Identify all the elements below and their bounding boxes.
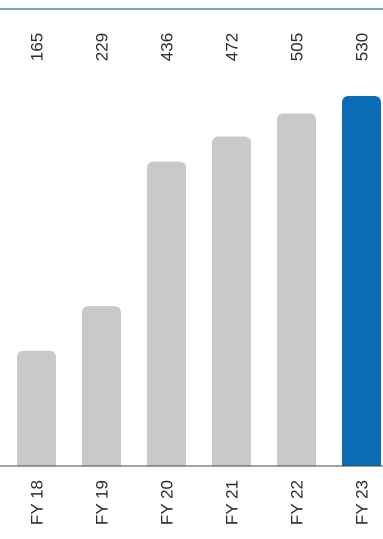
category-label: FY 23 <box>353 480 372 525</box>
bar-fy-23 <box>342 96 381 466</box>
category-label: FY 22 <box>288 480 307 525</box>
value-label: 229 <box>93 33 112 61</box>
value-label: 530 <box>353 33 372 61</box>
value-label: 472 <box>223 33 242 61</box>
value-label: 505 <box>288 33 307 61</box>
category-label: FY 21 <box>223 480 242 525</box>
category-labels-layer: FY 18 FY 19 FY 20 FY 21 FY 22 FY 23 <box>28 480 372 525</box>
bar-fy-22 <box>277 113 316 467</box>
bar-fy-19 <box>82 306 121 466</box>
category-label: FY 18 <box>28 480 47 525</box>
category-label: FY 19 <box>93 480 112 525</box>
value-label: 165 <box>28 33 47 61</box>
category-label: FY 20 <box>158 480 177 525</box>
bar-fy-18 <box>17 350 56 466</box>
bars-layer <box>17 96 381 467</box>
bar-fy-21 <box>212 136 251 466</box>
value-label: 436 <box>158 33 177 61</box>
value-labels-layer: 165 229 436 472 505 530 <box>28 33 372 61</box>
bar-fy-20 <box>147 161 186 467</box>
